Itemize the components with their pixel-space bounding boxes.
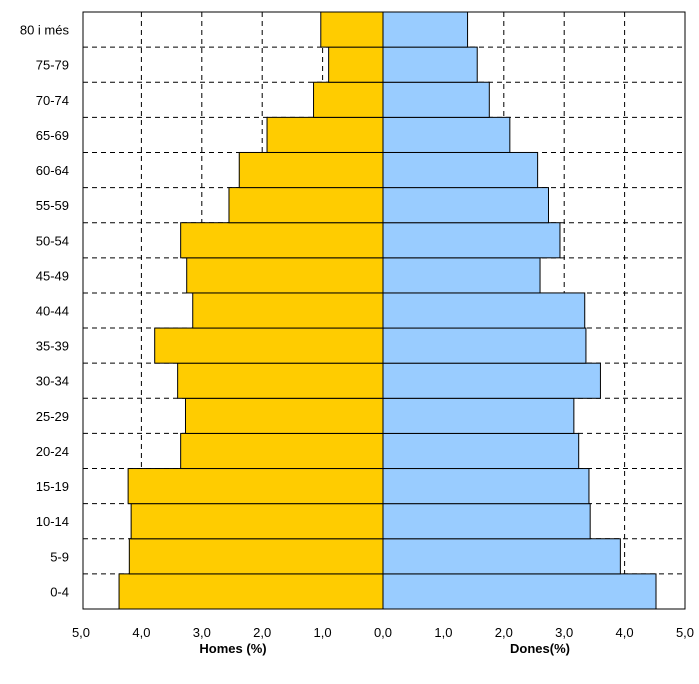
bar-homes-10-14: [130, 503, 384, 540]
y-category-label: 45-49: [36, 268, 69, 283]
x-tick-label: 5,0: [676, 625, 694, 640]
bar-homes-0-4: [118, 573, 384, 610]
y-category-label: 5-9: [50, 549, 69, 564]
y-category-label: 10-14: [36, 514, 69, 529]
bar-homes-25-29: [184, 397, 384, 434]
bar-dones-70-74: [382, 81, 490, 118]
y-category-label: 35-39: [36, 339, 69, 354]
y-category-label: 55-59: [36, 198, 69, 213]
bar-homes-15-19: [127, 468, 384, 505]
y-category-label: 15-19: [36, 479, 69, 494]
x-tick-label: 1,0: [434, 625, 452, 640]
left-axis-title: Homes (%): [199, 641, 266, 656]
bar-homes-70-74: [313, 81, 384, 118]
y-category-label: 60-64: [36, 163, 69, 178]
bar-dones-80-i-més: [382, 11, 469, 48]
bar-homes-60-64: [238, 151, 384, 189]
bar-dones-45-49: [382, 257, 541, 294]
bar-homes-65-69: [266, 116, 384, 153]
y-category-label: 30-34: [36, 374, 69, 389]
x-tick-label: 4,0: [616, 625, 634, 640]
y-category-label: 70-74: [36, 93, 69, 108]
bar-dones-50-54: [382, 222, 561, 259]
x-tick-label: 3,0: [555, 625, 573, 640]
bar-dones-60-64: [382, 151, 539, 189]
x-tick-label: 0,0: [374, 625, 392, 640]
plot-area-frame: [82, 11, 686, 610]
bar-dones-55-59: [382, 187, 549, 224]
y-category-label: 75-79: [36, 58, 69, 73]
x-tick-label: 2,0: [253, 625, 271, 640]
right-axis-title: Dones(%): [510, 641, 570, 656]
bar-homes-35-39: [154, 327, 384, 364]
y-category-label: 80 i més: [20, 23, 70, 38]
bar-homes-30-34: [177, 362, 384, 399]
y-category-label: 50-54: [36, 233, 69, 248]
y-category-label: 65-69: [36, 128, 69, 143]
bar-dones-30-34: [382, 362, 601, 399]
x-tick-label: 5,0: [72, 625, 90, 640]
y-category-label: 20-24: [36, 444, 69, 459]
y-category-label: 40-44: [36, 304, 69, 319]
bar-dones-40-44: [382, 292, 586, 329]
y-category-label: 25-29: [36, 409, 69, 424]
bar-dones-15-19: [382, 468, 590, 505]
bars: [118, 11, 657, 610]
bar-homes-80-i-més: [320, 11, 384, 48]
bar-dones-65-69: [382, 116, 511, 153]
bar-homes-75-79: [328, 46, 384, 83]
x-tick-label: 4,0: [132, 625, 150, 640]
category-labels: 0-4 5-9 10-14 15-19 20-24 25-29 30-34 35-39 40-4…: [20, 23, 70, 600]
x-tick-label: 2,0: [495, 625, 513, 640]
tick-labels: 5,0 4,0 3,0 2,0 1,0 0,0 1,0 2,0 3,0 4,0 5,0: [72, 625, 694, 640]
x-tick-label: 1,0: [314, 625, 332, 640]
y-category-label: 0-4: [50, 584, 69, 599]
bar-dones-25-29: [382, 397, 575, 434]
bar-dones-20-24: [382, 432, 580, 470]
bar-homes-20-24: [180, 432, 384, 470]
bar-dones-5-9: [382, 538, 621, 575]
bar-dones-10-14: [382, 503, 591, 540]
bar-homes-55-59: [228, 187, 384, 224]
x-tick-label: 3,0: [193, 625, 211, 640]
bar-homes-50-54: [180, 222, 384, 259]
bar-dones-35-39: [382, 327, 587, 364]
bar-homes-5-9: [128, 538, 384, 575]
bar-dones-0-4: [382, 573, 657, 610]
bar-homes-45-49: [186, 257, 384, 294]
bar-dones-75-79: [382, 46, 478, 83]
bar-homes-40-44: [192, 292, 384, 329]
